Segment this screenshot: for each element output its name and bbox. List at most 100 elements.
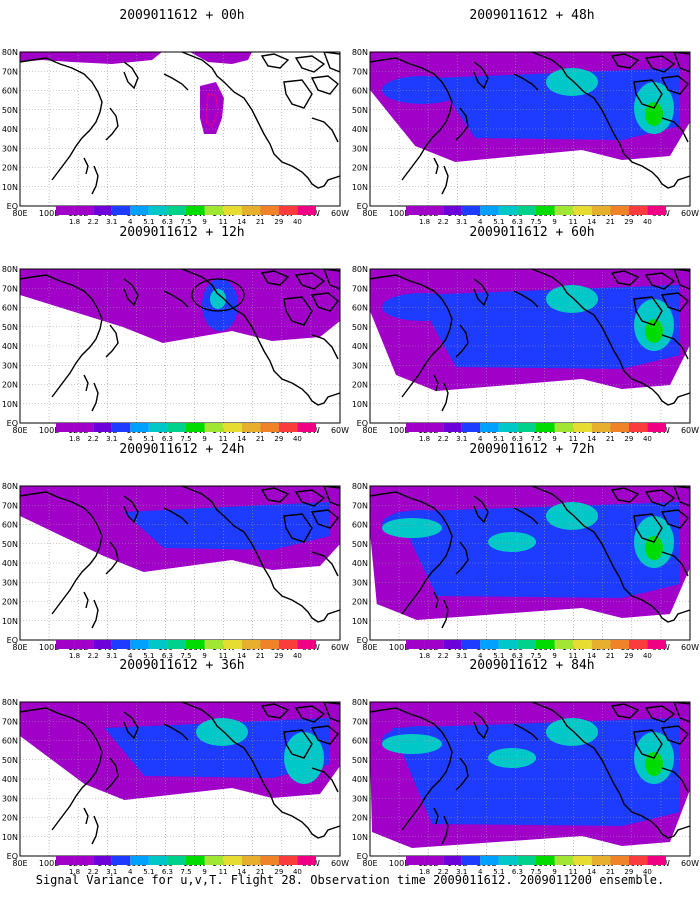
colorbar-label: 21: [256, 868, 265, 876]
coastline: [673, 486, 690, 507]
colorbar-swatch: [74, 206, 94, 215]
colorbar-swatch: [554, 640, 574, 649]
colorbar-label: 2.2: [438, 435, 449, 443]
lat-tick-label: 70N: [2, 717, 18, 726]
lat-tick-label: 20N: [352, 814, 368, 823]
colorbar-swatch: [554, 423, 574, 432]
coastline: [323, 269, 340, 290]
coastline: [370, 707, 453, 831]
lat-tick-label: 40N: [2, 342, 18, 351]
colorbar-swatch: [111, 856, 131, 865]
map-plot: 80N70N60N50N40N30N20N10NEQ80E100E120E140…: [352, 38, 700, 218]
coastline: [633, 296, 663, 326]
lat-tick-label: 70N: [2, 501, 18, 510]
lat-tick-label: 10N: [2, 833, 18, 842]
coastline: [123, 278, 139, 307]
colorbar-label: 6.3: [162, 218, 173, 226]
colorbar-label: 6.3: [162, 868, 173, 876]
colorbar-label: 7.5: [180, 652, 191, 660]
coastline: [531, 702, 643, 817]
lat-tick-label: 50N: [352, 323, 368, 332]
colorbar-label: 14: [587, 652, 596, 660]
lat-tick-label: 60N: [352, 521, 368, 530]
colorbar-label: 2.2: [88, 868, 99, 876]
colorbar-label: 11: [569, 652, 578, 660]
coastline: [123, 495, 139, 524]
colorbar-label: 4: [128, 218, 133, 226]
colorbar-label: 29: [274, 868, 283, 876]
lat-tick-label: 30N: [352, 361, 368, 370]
panel-title: 2009011612 + 60h: [469, 225, 595, 240]
shading-layer: [370, 52, 690, 162]
coastline: [641, 815, 690, 839]
lat-tick-label: 10N: [352, 617, 368, 626]
colorbar-swatch: [610, 856, 629, 865]
coastline: [323, 702, 340, 723]
lat-tick-label: 50N: [352, 756, 368, 765]
colorbar-label: 3.1: [456, 218, 467, 226]
colorbar-swatch: [554, 206, 574, 215]
lon-tick-label: 60W: [331, 859, 349, 868]
map-panel: 2009011612 + 00h 80N 70N 60N 50N 40N 30N 20N 10N…: [2, 8, 352, 226]
lat-tick-label: 60N: [2, 304, 18, 313]
colorbar-label: 3.1: [106, 218, 117, 226]
colorbar-swatch: [591, 856, 611, 865]
coastline: [531, 486, 643, 601]
lat-tick-label: 30N: [352, 144, 368, 153]
variance-blob: [190, 52, 252, 64]
lat-tick-label: 20N: [2, 814, 18, 823]
lat-tick-label: 60N: [2, 521, 18, 530]
lat-tick-label: 70N: [2, 67, 18, 76]
colorbar-swatch: [56, 856, 75, 865]
coastline: [294, 55, 326, 73]
coastline: [311, 767, 339, 793]
coastline: [641, 165, 690, 189]
colorbar-swatch: [148, 640, 168, 649]
map-svg: 80N70N60N50N40N30N20N10NEQ80E100E120E140…: [2, 698, 349, 868]
colorbar-swatch: [424, 640, 444, 649]
colorbar-swatch: [498, 856, 518, 865]
coastline: [83, 807, 99, 845]
colorbar-label: 6.3: [512, 218, 523, 226]
coastline-layer: [370, 52, 690, 195]
coastline-layer: [370, 486, 690, 629]
shading-layer: [370, 486, 690, 620]
colorbar: 1.8 2.2 3.1 4 5.1 6.3 7.5 9 11 14 21 29 40: [12, 204, 352, 228]
lon-tick-label: 80E: [362, 426, 377, 435]
coastline: [310, 509, 339, 529]
colorbar-swatch: [278, 640, 298, 649]
colorbar-swatch: [130, 206, 149, 215]
colorbar-swatch: [204, 856, 224, 865]
lat-tick-label: 20N: [352, 164, 368, 173]
coastline-layer: [20, 702, 340, 845]
panel-title: 2009011612 + 36h: [119, 658, 245, 673]
colorbar-swatch: [591, 206, 611, 215]
colorbar-swatch: [480, 206, 499, 215]
colorbar-label: 7.5: [530, 435, 541, 443]
colorbar-label: 3.1: [106, 652, 117, 660]
lat-tick-label: 80N: [352, 265, 368, 274]
colorbar-swatch: [628, 423, 648, 432]
colorbar-swatch: [278, 856, 298, 865]
colorbar-label: 1.8: [69, 435, 80, 443]
coastline: [433, 591, 449, 629]
colorbar-swatch: [647, 856, 666, 865]
colorbar-label: 21: [606, 218, 615, 226]
lat-tick-label: 20N: [2, 164, 18, 173]
colorbar-swatch: [498, 640, 518, 649]
colorbar-swatch: [498, 206, 518, 215]
colorbar-label: 29: [624, 435, 633, 443]
colorbar-swatch: [517, 423, 536, 432]
colorbar-label: 40: [293, 652, 302, 660]
coastline: [673, 52, 690, 73]
colorbar-label: 4: [478, 868, 483, 876]
colorbar-swatch: [167, 423, 186, 432]
coastline: [260, 270, 290, 286]
map-plot: 80N70N60N50N40N30N20N10NEQ80E100E120E140…: [352, 472, 700, 652]
map-plot: 80N70N60N50N40N30N20N10NEQ80E100E120E140…: [352, 255, 700, 435]
colorbar-label: 11: [569, 218, 578, 226]
panel-title: 2009011612 + 84h: [469, 658, 595, 673]
coastline-layer: [370, 269, 690, 412]
colorbar-swatch: [297, 206, 316, 215]
lat-tick-label: 30N: [2, 578, 18, 587]
